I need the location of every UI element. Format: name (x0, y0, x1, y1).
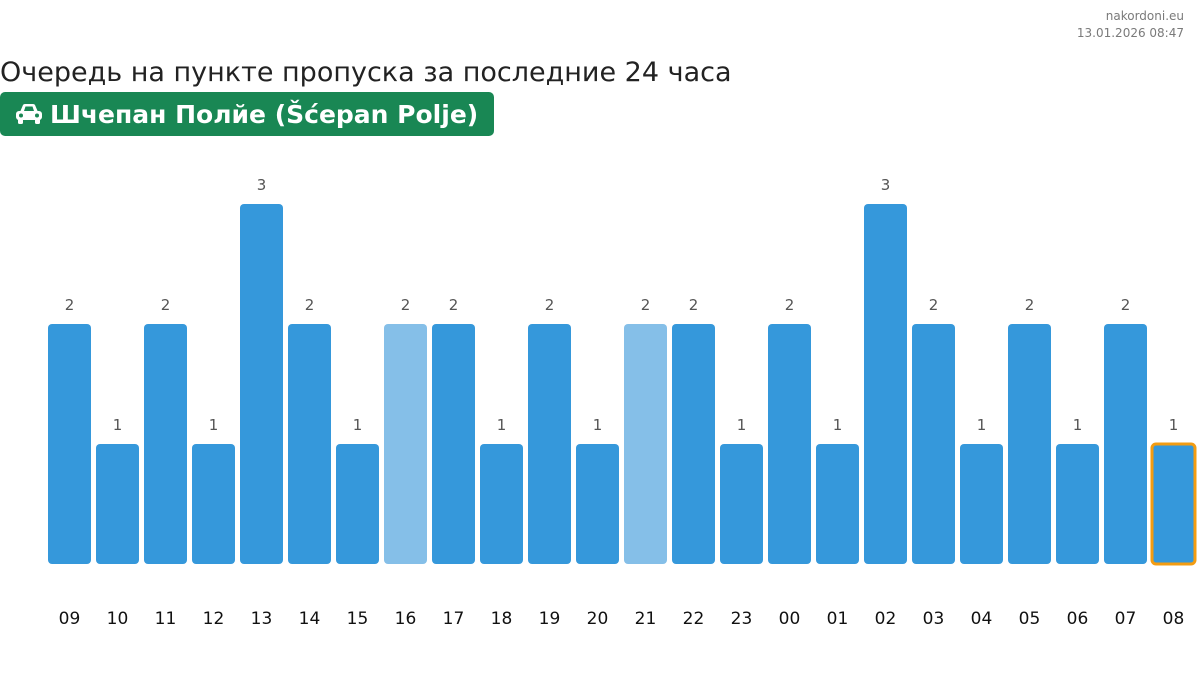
value-label-16: 2 (401, 296, 411, 314)
bar-09 (48, 324, 91, 564)
value-label-20: 1 (593, 416, 603, 434)
page-title: Очередь на пункте пропуска за последние … (0, 57, 732, 88)
bar-01 (816, 444, 859, 564)
x-tick-02: 02 (875, 609, 897, 629)
x-tick-22: 22 (683, 609, 705, 629)
bar-20 (576, 444, 619, 564)
x-tick-10: 10 (107, 609, 129, 629)
x-tick-12: 12 (203, 609, 225, 629)
bar-17 (432, 324, 475, 564)
value-label-19: 2 (545, 296, 555, 314)
x-tick-23: 23 (731, 609, 753, 629)
x-tick-17: 17 (443, 609, 465, 629)
value-label-17: 2 (449, 296, 459, 314)
bar-16 (384, 324, 427, 564)
x-tick-00: 00 (779, 609, 801, 629)
value-label-21: 2 (641, 296, 651, 314)
x-tick-14: 14 (299, 609, 321, 629)
x-tick-20: 20 (587, 609, 609, 629)
bar-02 (864, 204, 907, 564)
bar-07 (1104, 324, 1147, 564)
bar-12 (192, 444, 235, 564)
bar-22 (672, 324, 715, 564)
value-label-02: 3 (881, 176, 891, 194)
value-label-11: 2 (161, 296, 171, 314)
bar-13 (240, 204, 283, 564)
x-tick-21: 21 (635, 609, 657, 629)
value-label-03: 2 (929, 296, 939, 314)
bar-23 (720, 444, 763, 564)
x-tick-19: 19 (539, 609, 561, 629)
value-label-10: 1 (113, 416, 123, 434)
value-label-08: 1 (1169, 416, 1179, 434)
bar-10 (96, 444, 139, 564)
brand-block: nakordoni.eu 13.01.2026 08:47 (1077, 8, 1184, 42)
car-icon (14, 102, 44, 126)
bar-18 (480, 444, 523, 564)
x-tick-09: 09 (59, 609, 81, 629)
value-label-22: 2 (689, 296, 699, 314)
x-tick-08: 08 (1163, 609, 1185, 629)
checkpoint-name: Шчепан Полйе (Šćepan Polje) (50, 99, 479, 129)
x-tick-04: 04 (971, 609, 993, 629)
x-tick-16: 16 (395, 609, 417, 629)
bar-14 (288, 324, 331, 564)
bar-19 (528, 324, 571, 564)
x-tick-13: 13 (251, 609, 273, 629)
value-label-05: 2 (1025, 296, 1035, 314)
value-label-01: 1 (833, 416, 843, 434)
bar-15 (336, 444, 379, 564)
value-label-04: 1 (977, 416, 987, 434)
bar-21 (624, 324, 667, 564)
value-label-12: 1 (209, 416, 219, 434)
bar-04 (960, 444, 1003, 564)
site-name: nakordoni.eu (1105, 9, 1184, 23)
bar-11 (144, 324, 187, 564)
bar-00 (768, 324, 811, 564)
x-tick-06: 06 (1067, 609, 1089, 629)
bar-03 (912, 324, 955, 564)
value-label-06: 1 (1073, 416, 1083, 434)
value-label-07: 2 (1121, 296, 1131, 314)
x-tick-18: 18 (491, 609, 513, 629)
checkpoint-badge: Шчепан Полйе (Šćepan Polje) (0, 92, 495, 136)
value-label-09: 2 (65, 296, 75, 314)
value-label-00: 2 (785, 296, 795, 314)
value-label-13: 3 (257, 176, 267, 194)
timestamp: 13.01.2026 08:47 (1076, 26, 1184, 40)
value-label-23: 1 (737, 416, 747, 434)
value-label-14: 2 (305, 296, 315, 314)
value-label-18: 1 (497, 416, 507, 434)
bar-06 (1056, 444, 1099, 564)
x-tick-07: 07 (1115, 609, 1137, 629)
x-tick-11: 11 (155, 609, 177, 629)
value-label-15: 1 (353, 416, 363, 434)
x-tick-15: 15 (347, 609, 369, 629)
x-tick-03: 03 (923, 609, 945, 629)
bar-05 (1008, 324, 1051, 564)
bar-08 (1150, 442, 1197, 566)
x-tick-05: 05 (1019, 609, 1041, 629)
x-tick-01: 01 (827, 609, 849, 629)
